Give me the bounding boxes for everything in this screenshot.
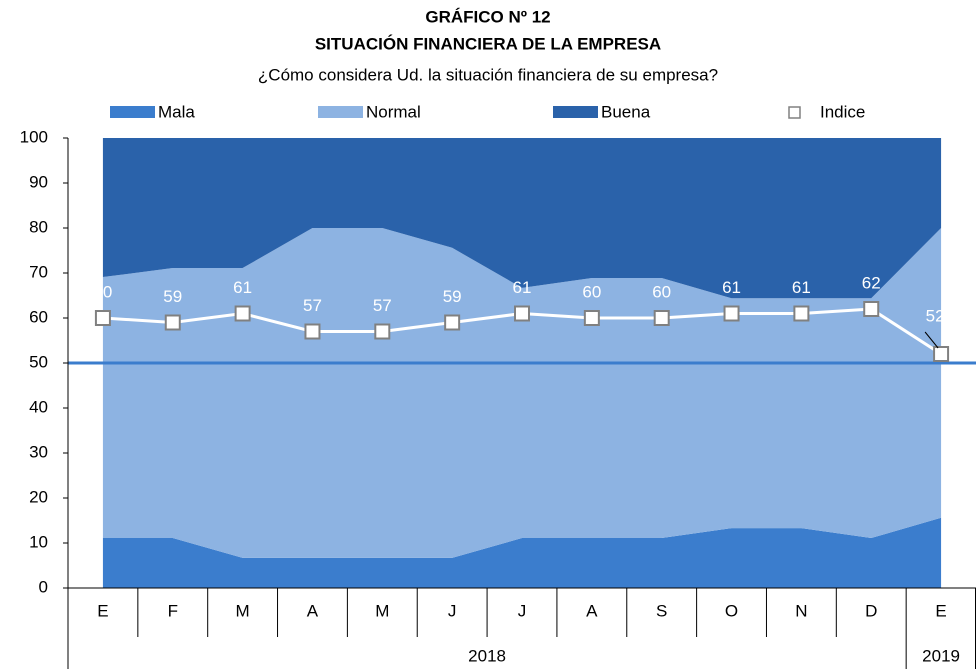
- index-marker: [374, 323, 391, 340]
- x-tick-label: D: [865, 601, 877, 620]
- legend-swatch: [553, 106, 598, 118]
- index-label: 59: [163, 287, 182, 306]
- y-tick-label: 0: [39, 577, 48, 596]
- y-tick-label: 40: [29, 397, 48, 416]
- y-tick-label: 70: [29, 262, 48, 281]
- x-tick-label: J: [448, 601, 457, 620]
- index-label: 61: [722, 278, 741, 297]
- y-tick-label: 10: [29, 532, 48, 551]
- index-label: 61: [792, 278, 811, 297]
- x-tick-label: N: [795, 601, 807, 620]
- y-tick-label: 60: [29, 307, 48, 326]
- legend-label: Mala: [158, 102, 195, 121]
- y-tick-label: 90: [29, 172, 48, 191]
- chart-question: ¿Cómo considera Ud. la situación financi…: [258, 65, 718, 84]
- index-label: 57: [303, 296, 322, 315]
- index-label: 60: [582, 282, 601, 301]
- legend-label: Buena: [601, 102, 651, 121]
- index-label: 59: [443, 287, 462, 306]
- x-tick-label: F: [168, 601, 178, 620]
- index-marker: [723, 305, 740, 322]
- chart-subtitle: SITUACIÓN FINANCIERA DE LA EMPRESA: [315, 34, 661, 53]
- y-tick-label: 30: [29, 442, 48, 461]
- index-marker: [94, 310, 111, 326]
- group-label: 2019: [922, 646, 960, 665]
- area: [102, 517, 942, 588]
- legend-marker: [788, 106, 801, 119]
- index-marker: [933, 346, 950, 362]
- index-marker: [793, 305, 810, 322]
- x-tick-label: J: [518, 601, 527, 620]
- x-tick-label: A: [307, 601, 319, 620]
- x-tick-label: S: [656, 601, 667, 620]
- x-tick-label: O: [725, 601, 738, 620]
- index-marker: [863, 301, 880, 317]
- x-tick-label: E: [935, 601, 946, 620]
- index-marker: [304, 323, 321, 340]
- x-tick-label: E: [97, 601, 108, 620]
- index-label: 60: [93, 282, 112, 301]
- index-label: 60: [652, 282, 671, 301]
- chart-title: GRÁFICO Nº 12: [425, 7, 550, 26]
- y-tick-label: 50: [29, 352, 48, 371]
- index-marker: [653, 310, 670, 326]
- legend-swatch: [318, 106, 363, 118]
- y-tick-label: 100: [20, 127, 48, 146]
- legend-swatch: [110, 106, 155, 118]
- legend-label: Indice: [820, 102, 865, 121]
- x-tick-label: A: [586, 601, 598, 620]
- group-label: 2018: [468, 646, 506, 665]
- index-marker: [234, 305, 251, 322]
- y-tick-label: 80: [29, 217, 48, 236]
- index-label: 52: [926, 306, 945, 325]
- index-marker: [514, 305, 530, 322]
- x-tick-label: M: [375, 601, 389, 620]
- y-tick-label: 20: [29, 487, 48, 506]
- index-label: 61: [233, 278, 252, 297]
- x-tick-label: M: [236, 601, 250, 620]
- index-marker: [444, 314, 461, 331]
- index-label: 62: [862, 273, 881, 292]
- index-marker: [583, 310, 600, 326]
- index-label: 57: [373, 296, 392, 315]
- area: [102, 138, 942, 299]
- legend-label: Normal: [366, 102, 421, 121]
- index-marker: [164, 314, 181, 331]
- leader: [924, 331, 939, 349]
- index-label: 61: [513, 278, 532, 297]
